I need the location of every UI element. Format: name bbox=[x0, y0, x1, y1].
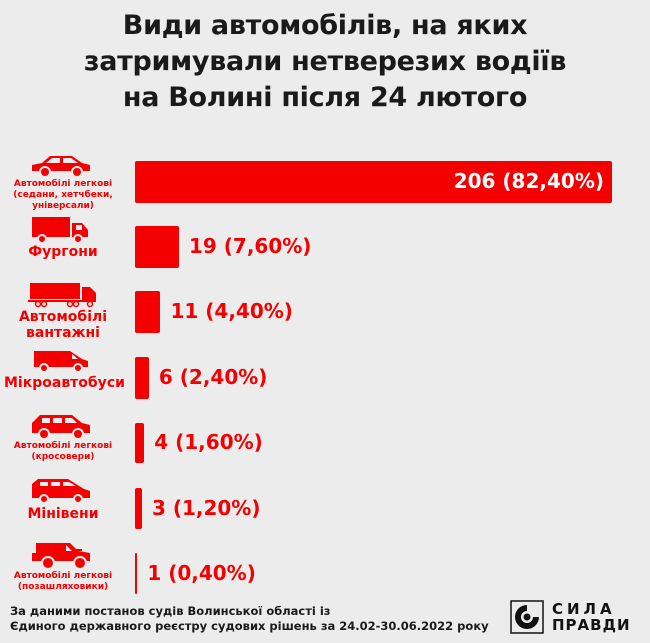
value-label: 19 (7,60%) bbox=[188, 234, 312, 258]
logo-text: СИЛА ПРАВДИ bbox=[552, 601, 631, 633]
suv-icon bbox=[32, 543, 90, 570]
category-label-line: Автомобілі bbox=[18, 309, 108, 325]
category-label-line: (седани, хетчбеки, bbox=[13, 190, 113, 200]
category-label-line: Фургони bbox=[28, 244, 98, 260]
category-label: Мікроавтобуси bbox=[4, 345, 125, 391]
value-label: 11 (4,40%) bbox=[170, 299, 293, 323]
sedan-icon bbox=[32, 156, 90, 178]
category-label: Автомобілі вантажні bbox=[4, 279, 122, 341]
category-label-line: Мінівени bbox=[27, 506, 99, 522]
chart-row: Мінівени 3 (1,20%) bbox=[0, 476, 650, 542]
chart-row: Автомобілі легкові (кросовери) 4 (1,60%) bbox=[0, 411, 650, 477]
bar bbox=[135, 553, 138, 594]
category-label-line: (позашляховики) bbox=[17, 582, 109, 592]
title-line: затримували нетверезих водіїв bbox=[83, 46, 567, 77]
source-line: Єдиного державного реєстру судових рішен… bbox=[10, 619, 489, 633]
source-note: За даними постанов судів Волинської обла… bbox=[10, 604, 489, 634]
value-label: 4 (1,60%) bbox=[154, 430, 263, 454]
crossover-icon bbox=[32, 415, 90, 440]
chart-row: Автомобілі вантажні 11 (4,40%) bbox=[0, 279, 650, 345]
logo-line2: ПРАВДИ bbox=[552, 616, 631, 634]
minivan-icon bbox=[32, 479, 90, 504]
source-line: За даними постанов судів Волинської обла… bbox=[10, 604, 331, 618]
category-label-line: Автомобілі легкові bbox=[13, 441, 113, 451]
value-label: 6 (2,40%) bbox=[158, 365, 268, 389]
category-label-line: вантажні bbox=[26, 325, 100, 341]
category-label-line: (кросовери) bbox=[31, 452, 95, 462]
category-label-line: Автомобілі легкові bbox=[13, 571, 113, 581]
category-label-line: Мікроавтобуси bbox=[4, 375, 125, 391]
semi-truck-icon bbox=[28, 283, 96, 308]
title-line: Види автомобілів, на яких bbox=[122, 10, 528, 41]
box-truck-icon bbox=[32, 217, 88, 244]
minibus-icon bbox=[34, 351, 88, 373]
bar bbox=[135, 161, 612, 203]
category-label: Автомобілі легкові (позашляховики) bbox=[4, 541, 122, 593]
category-label: Автомобілі легкові (седани, хетчбеки, унів… bbox=[4, 149, 122, 212]
chart-row: Автомобілі легкові (позашляховики) 1 (0,40… bbox=[0, 541, 650, 607]
category-label: Мінівени bbox=[4, 476, 122, 522]
value-label: 3 (1,20%) bbox=[151, 495, 261, 520]
chart-title: Види автомобілів, на яких затримували не… bbox=[0, 8, 650, 116]
bar bbox=[135, 488, 142, 529]
bar bbox=[135, 291, 161, 333]
category-label-line: універсали) bbox=[32, 201, 94, 211]
bar bbox=[135, 226, 179, 268]
value-label: 206 (82,40%) bbox=[453, 169, 604, 193]
category-label: Автомобілі легкові (кросовери) bbox=[4, 411, 122, 463]
category-label: Фургони bbox=[4, 214, 122, 260]
chart-row: Автомобілі легкові (седани, хетчбеки, унів… bbox=[0, 149, 650, 215]
logo-mark-icon bbox=[510, 600, 544, 634]
logo: СИЛА ПРАВДИ bbox=[510, 600, 631, 634]
category-label-line: Автомобілі легкові bbox=[13, 179, 113, 189]
bar bbox=[135, 423, 145, 463]
value-label: 1 (0,40%) bbox=[147, 560, 256, 585]
chart-row: Мікроавтобуси 6 (2,40%) bbox=[0, 345, 650, 411]
title-line: на Волині після 24 лютого bbox=[122, 82, 528, 113]
bar bbox=[135, 357, 149, 399]
chart-row: Фургони 19 (7,60%) bbox=[0, 214, 650, 280]
logo-line1: СИЛА bbox=[552, 600, 616, 618]
